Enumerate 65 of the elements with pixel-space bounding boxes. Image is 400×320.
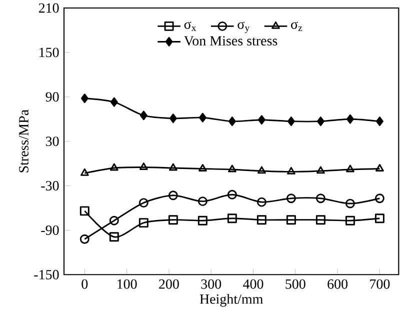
point [316, 116, 324, 126]
y-tick-label: -30 [41, 181, 59, 191]
point [140, 110, 148, 120]
point [198, 196, 208, 206]
point [138, 198, 148, 208]
point [286, 215, 296, 225]
point [346, 164, 354, 172]
point [286, 166, 296, 174]
y-axis-title: Stress/MPa [19, 110, 28, 172]
point [80, 206, 90, 216]
point [109, 216, 119, 226]
point [168, 163, 178, 171]
y-tick-label: -90 [41, 225, 59, 235]
point [287, 116, 295, 126]
point [286, 194, 296, 204]
point [169, 114, 177, 124]
point [256, 215, 266, 225]
point [110, 163, 118, 171]
point [258, 115, 266, 125]
point [110, 97, 118, 107]
point [139, 162, 148, 170]
x-tick-label: 600 [328, 279, 348, 289]
point [257, 166, 266, 174]
y-tick-label: 210 [38, 3, 59, 13]
y-tick-label: 150 [40, 48, 59, 58]
point [345, 198, 355, 208]
point [228, 164, 236, 172]
x-tick-label: 200 [159, 279, 179, 289]
point [168, 215, 178, 225]
point [316, 166, 325, 174]
point [316, 194, 326, 204]
legend-label: Von Mises stress [184, 36, 278, 46]
x-tick-label: 700 [370, 279, 390, 289]
point [376, 116, 384, 126]
point [168, 190, 178, 200]
point [198, 112, 206, 122]
point [374, 214, 384, 224]
x-tick-label: 100 [118, 279, 137, 289]
point [198, 216, 208, 226]
y-tick-label: 90 [46, 92, 59, 102]
point [374, 194, 384, 204]
point [256, 197, 266, 207]
x-tick-label: 0 [82, 279, 88, 289]
legend-label: σ$_{z}$ [291, 22, 302, 31]
legend-label: σ$_{x}$ [184, 22, 196, 31]
x-tick-label: 500 [286, 279, 306, 289]
point [345, 216, 355, 226]
x-tick-label: 400 [243, 279, 264, 289]
point [316, 215, 326, 225]
point [228, 116, 236, 126]
point [80, 168, 89, 176]
point [227, 190, 237, 200]
legend-label: σ$_{y}$ [238, 22, 250, 34]
point [80, 234, 90, 244]
x-axis-title: Height/mm [200, 294, 263, 307]
point [138, 218, 148, 228]
point [227, 214, 237, 224]
point [198, 164, 207, 172]
y-tick-label: -150 [34, 270, 59, 280]
point [109, 232, 119, 242]
point [346, 114, 354, 124]
x-tick-label: 300 [201, 279, 222, 289]
point [80, 94, 88, 104]
y-tick-label: 30 [46, 136, 59, 146]
point [375, 164, 384, 172]
